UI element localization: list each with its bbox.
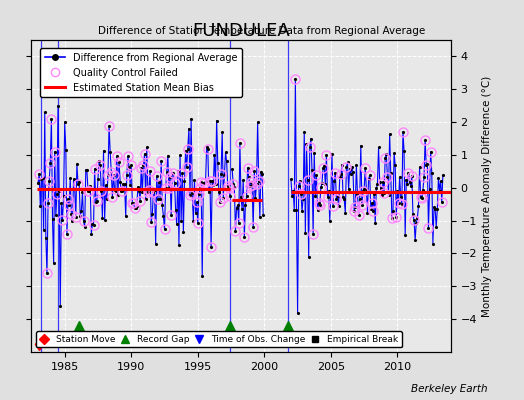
Text: Difference of Station Temperature Data from Regional Average: Difference of Station Temperature Data f… — [99, 26, 425, 36]
Y-axis label: Monthly Temperature Anomaly Difference (°C): Monthly Temperature Anomaly Difference (… — [483, 75, 493, 317]
Title: FUNDULEA: FUNDULEA — [192, 22, 290, 40]
Legend: Station Move, Record Gap, Time of Obs. Change, Empirical Break: Station Move, Record Gap, Time of Obs. C… — [36, 331, 402, 348]
Text: Berkeley Earth: Berkeley Earth — [411, 384, 487, 394]
